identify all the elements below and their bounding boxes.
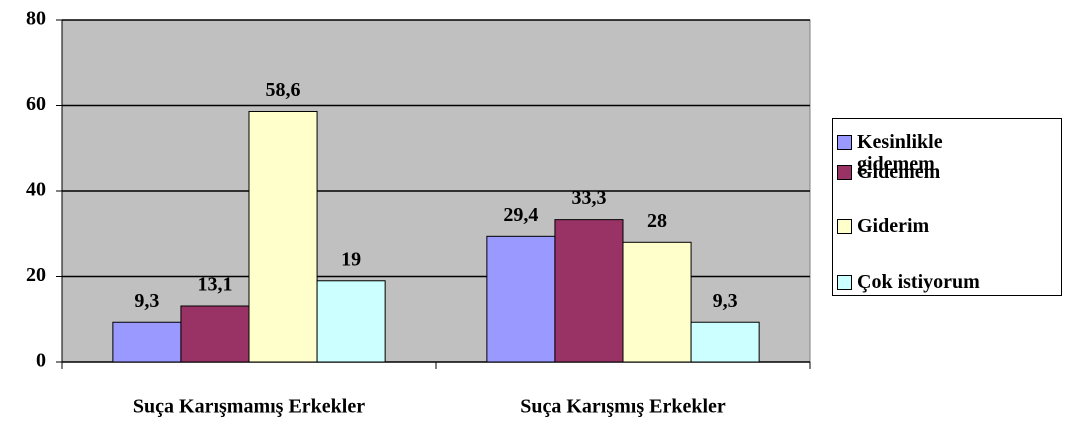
y-tick-label: 60 bbox=[26, 93, 46, 115]
data-label: 19 bbox=[341, 248, 361, 270]
bar bbox=[622, 241, 692, 363]
data-label: 28 bbox=[647, 210, 667, 232]
bar bbox=[112, 321, 182, 363]
bar bbox=[248, 110, 318, 363]
legend-label: Çok istiyorum bbox=[857, 271, 980, 293]
legend-swatch bbox=[837, 219, 852, 234]
bar bbox=[486, 235, 556, 363]
data-label: 13,1 bbox=[197, 274, 232, 296]
data-label: 58,6 bbox=[266, 79, 301, 101]
legend-label: Gidemem bbox=[857, 161, 941, 183]
legend-swatch bbox=[837, 275, 852, 290]
x-tick-label: Suça Karışmamış Erkekler bbox=[133, 396, 365, 418]
legend-label: Giderim bbox=[857, 215, 930, 237]
legend-swatch bbox=[837, 165, 852, 180]
bar bbox=[690, 321, 760, 363]
data-label: 33,3 bbox=[571, 187, 606, 209]
y-tick-label: 40 bbox=[26, 179, 46, 201]
data-label: 9,3 bbox=[134, 290, 159, 312]
data-label: 9,3 bbox=[713, 290, 738, 312]
y-tick-label: 80 bbox=[26, 8, 46, 30]
data-label: 29,4 bbox=[503, 204, 538, 226]
legend-swatch bbox=[837, 135, 852, 150]
legend: Kesinlikle gidemem Gidemem Giderim Çok isti… bbox=[832, 118, 1062, 296]
y-tick-label: 20 bbox=[26, 264, 46, 286]
y-tick-label: 0 bbox=[36, 350, 46, 372]
bar bbox=[316, 280, 386, 363]
legend-label: Kesinlikle gidemem bbox=[857, 131, 943, 175]
x-tick-label: Suça Karışmış Erkekler bbox=[520, 396, 726, 418]
bar bbox=[554, 219, 624, 363]
bar bbox=[180, 305, 250, 363]
